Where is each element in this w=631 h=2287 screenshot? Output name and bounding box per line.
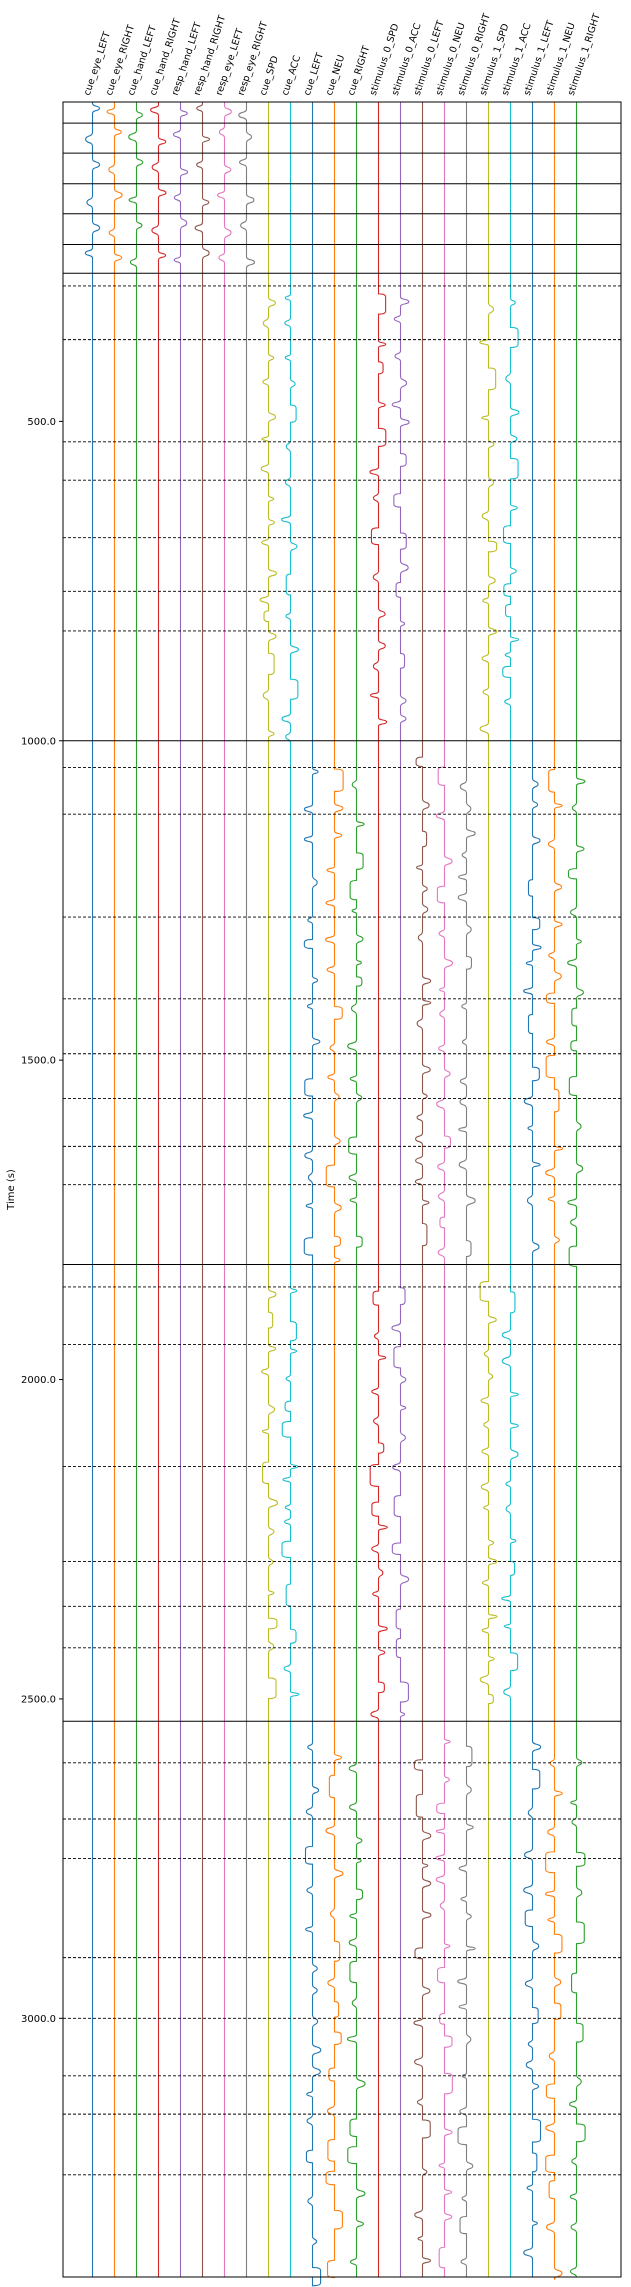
trace-cue-left	[303, 102, 322, 2287]
y-tick-label: 3000.0	[21, 2014, 56, 2025]
trace-stimulus-1-right	[567, 102, 586, 2278]
y-axis-label: Time (s)	[6, 1169, 17, 1211]
trace-cue-hand-left	[128, 102, 144, 2277]
plot-frame	[62, 101, 622, 2278]
trace-stimulus-0-right	[457, 102, 476, 2277]
y-tick-label: 1000.0	[21, 736, 56, 747]
y-axis: 500.0 1000.0 1500.0 2000.0 2500.0 3000.0	[21, 417, 63, 2025]
trace-stimulus-0-left	[413, 102, 432, 2277]
trace-cue-eye-right	[106, 102, 123, 2277]
y-tick-label: 500.0	[27, 417, 56, 428]
trace-stimulus-0-neu	[435, 102, 454, 2277]
trace-cue-neu	[325, 102, 344, 2279]
trace-stimulus-1-spd	[479, 102, 498, 2277]
y-tick-label: 1500.0	[21, 1056, 56, 1067]
column-label-cue-left: cue_LEFT	[302, 51, 326, 97]
trace-cue-hand-right	[150, 102, 167, 2277]
trace-cue-eye-left	[84, 102, 101, 2277]
trace-stimulus-0-spd	[369, 102, 388, 2277]
trace-resp-hand-left	[172, 102, 189, 2277]
traces	[84, 102, 586, 2287]
column-labels: cue_eye_LEFTcue_eye_RIGHTcue_hand_LEFTcu…	[82, 12, 603, 97]
trace-stimulus-1-neu	[545, 102, 564, 2280]
trace-cue-acc	[281, 102, 300, 2277]
y-tick-label: 2500.0	[21, 1694, 56, 1705]
trace-resp-hand-right	[194, 102, 211, 2277]
y-tick-label: 2000.0	[21, 1375, 56, 1386]
trace-stimulus-1-acc	[501, 102, 520, 2277]
trace-stimulus-1-left	[523, 102, 542, 2277]
boundary-lines	[63, 122, 621, 2176]
trace-resp-eye-right	[238, 102, 256, 2277]
trace-resp-eye-left	[216, 102, 232, 2277]
trace-stimulus-0-acc	[391, 102, 410, 2277]
plot-area	[62, 101, 622, 2287]
trace-cue-right	[346, 102, 366, 2277]
column-label-cue-neu: cue_NEU	[324, 54, 347, 97]
column-label-cue-acc: cue_ACC	[280, 54, 303, 97]
trace-cue-spd	[259, 102, 279, 2277]
column-label-cue-spd: cue_SPD	[258, 55, 281, 97]
